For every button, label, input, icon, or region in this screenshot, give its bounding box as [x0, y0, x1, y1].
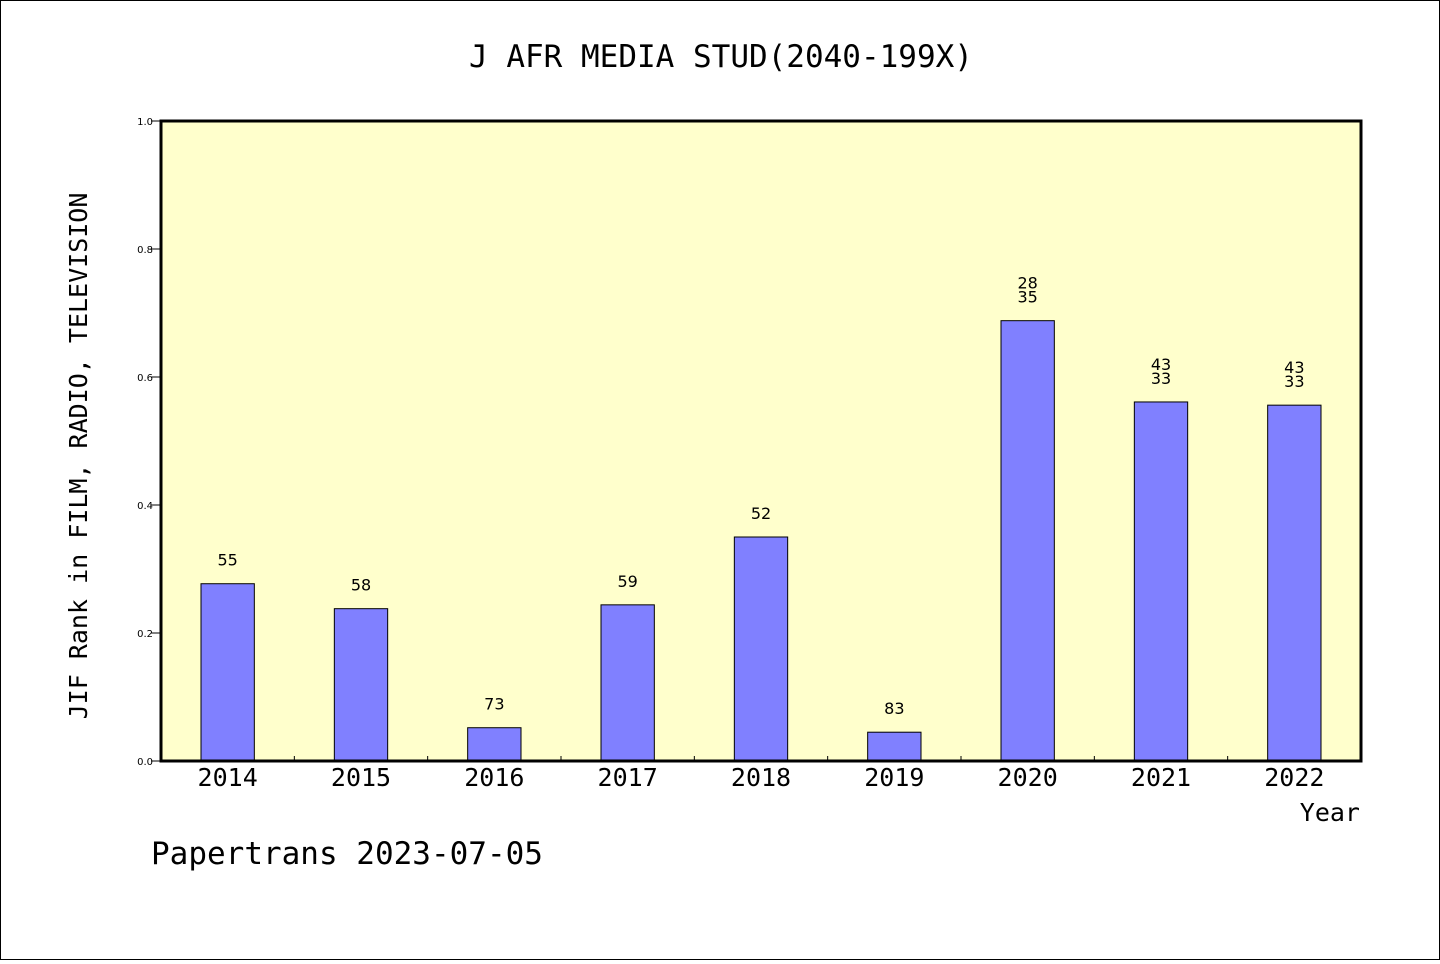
- data-label-2019: 83: [884, 699, 904, 718]
- y-tick-label-1.0: 1.0: [137, 117, 153, 128]
- y-tick-label-0.0: 0.0: [137, 757, 153, 768]
- data-label-2015: 58: [351, 576, 371, 595]
- x-tick-label-2022: 2022: [1264, 763, 1324, 792]
- data-label-2021-1: 43: [1151, 355, 1171, 374]
- x-tick-label-2017: 2017: [598, 763, 658, 792]
- data-label-2022-2: 33: [1284, 372, 1304, 391]
- x-tick-label-2020: 2020: [998, 763, 1058, 792]
- data-label-2020-1: 28: [1017, 274, 1037, 293]
- footer-watermark: Papertrans 2023-07-05: [151, 836, 543, 872]
- y-tick-label-0.2: 0.2: [137, 629, 153, 640]
- y-tick-label-0.8: 0.8: [137, 245, 153, 256]
- y-axis: 0.0 0.2 0.4 0.6 0.8 1.0: [137, 117, 161, 768]
- x-axis: 2014 2015 2016 2017 2018 2019 2020 2021 2022: [198, 756, 1324, 792]
- bar-2014: [200, 583, 255, 762]
- data-label-2014: 55: [217, 551, 237, 570]
- x-tick-label-2018: 2018: [731, 763, 791, 792]
- data-label-2022-1: 43: [1284, 358, 1304, 377]
- bar-2018: [733, 536, 789, 762]
- x-tick-label-2014: 2014: [198, 763, 258, 792]
- x-tick-label-2015: 2015: [331, 763, 391, 792]
- chart-title: J AFR MEDIA STUD(2040-199X): [469, 39, 973, 75]
- x-tick-label-2019: 2019: [864, 763, 924, 792]
- plot-border: [159, 119, 1363, 763]
- bar-2022: [1267, 404, 1322, 762]
- bar-2021: [1133, 401, 1189, 762]
- bar-2019: [867, 731, 922, 762]
- y-axis-label: JIF Rank in FILM, RADIO, TELEVISION: [64, 193, 93, 720]
- data-label-2020-2: 35: [1017, 288, 1037, 307]
- x-tick-label-2016: 2016: [464, 763, 524, 792]
- bar-2020: [1000, 320, 1055, 762]
- bar-2016: [467, 727, 522, 762]
- bar-2017: [600, 604, 655, 762]
- x-tick-label-2021: 2021: [1131, 763, 1191, 792]
- x-axis-label: Year: [1300, 798, 1360, 827]
- data-label-2018: 52: [751, 504, 771, 523]
- bar-2015: [333, 608, 389, 762]
- y-tick-label-0.6: 0.6: [137, 373, 153, 384]
- data-label-2017: 59: [617, 572, 637, 591]
- data-label-2021-2: 33: [1151, 369, 1171, 388]
- y-tick-label-0.4: 0.4: [137, 501, 153, 512]
- data-label-2016: 73: [484, 695, 504, 714]
